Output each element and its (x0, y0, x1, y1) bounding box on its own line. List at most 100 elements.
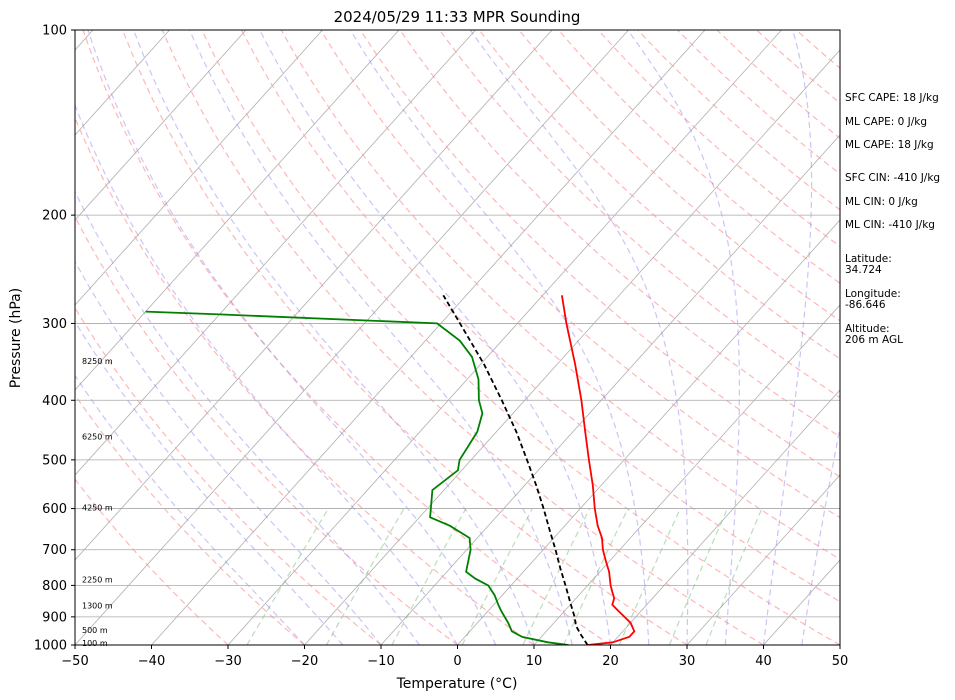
ml-cape-text: ML CAPE: 0 J/kg (845, 116, 928, 128)
isotherm-line (75, 30, 247, 221)
mixing-ratio-line (325, 508, 405, 645)
isotherm-line (75, 30, 323, 306)
moist-adiabat-line (75, 260, 382, 645)
sounding-profiles (145, 294, 636, 645)
isotherm-line (380, 134, 840, 645)
y-tick-label: 1000 (34, 639, 67, 654)
dry-adiabat-line (201, 30, 840, 645)
y-tick-label: 700 (42, 543, 67, 558)
y-tick-label: 300 (42, 317, 67, 332)
isotherm-line (75, 30, 170, 136)
ml-cin-text: ML CIN: 0 J/kg (845, 196, 918, 208)
isotherm-line (457, 219, 840, 645)
dry-adiabat-line (75, 393, 305, 645)
dry-adiabat-line (75, 478, 229, 645)
y-axis-label: Pressure (hPa) (8, 288, 24, 388)
dry-adiabat-line (75, 306, 382, 645)
dry-adiabat-line (518, 30, 840, 322)
x-axis-label: Temperature (°C) (396, 676, 518, 692)
background-reference-lines (75, 30, 840, 645)
isotherm-line (75, 30, 629, 645)
height-label: 1300 m (82, 602, 113, 611)
moist-adiabat-line (801, 424, 840, 645)
longitude-value: -86.646 (845, 299, 886, 311)
dry-adiabat-line (240, 30, 840, 603)
mixing-ratio-line (461, 508, 533, 645)
dry-adiabat-line (558, 30, 840, 285)
mixing-ratio-line (246, 508, 329, 645)
altitude-label: Altitude: (845, 323, 890, 335)
moist-adiabat-line (627, 30, 740, 645)
height-label: 6250 m (82, 432, 113, 441)
height-label: 4250 m (82, 504, 113, 513)
latitude-label: Latitude: (845, 253, 892, 265)
moist-adiabat-line (762, 30, 813, 645)
isotherm-line (533, 304, 840, 645)
isotherm-line (151, 30, 706, 645)
dry-adiabat-line (75, 215, 458, 645)
dry-adiabat-line (280, 30, 840, 560)
x-tick-label: 0 (453, 654, 461, 669)
x-tick-label: 20 (602, 654, 619, 669)
y-tick-label: 500 (42, 453, 67, 468)
mixing-ratio-line (668, 508, 729, 645)
x-tick-label: −50 (61, 654, 88, 669)
chart-title: 2024/05/29 11:33 MPR Sounding (334, 8, 581, 26)
mixing-ratio-line (522, 508, 591, 645)
moist-adiabat-line (75, 103, 459, 645)
dry-adiabat-line (161, 30, 764, 645)
x-tick-label: −10 (367, 654, 394, 669)
dry-adiabat-line (320, 30, 840, 519)
isotherm-line (75, 30, 476, 476)
isotherm-line (227, 30, 782, 645)
parcel-profile-line (442, 294, 589, 645)
y-tick-label: 600 (42, 502, 67, 517)
temperature-line (561, 295, 636, 645)
altitude-value: 206 m AGL (845, 334, 903, 346)
height-labels: 8250 m 6250 m 4250 m 2250 m 1300 m 500 m 100 m (82, 357, 113, 648)
x-axis-ticks: −50 −40 −30 −20 −10 0 10 20 30 40 50 (61, 645, 848, 669)
moist-adiabat-line (349, 30, 650, 645)
dry-adiabat-line (75, 116, 535, 645)
plot-frame (74, 29, 841, 646)
y-tick-label: 100 (42, 24, 67, 39)
y-tick-label: 900 (42, 610, 67, 625)
isotherm-line (304, 49, 840, 645)
dry-adiabat-line (478, 30, 840, 360)
dry-adiabat-line (82, 30, 611, 645)
isotherm-line (75, 30, 553, 561)
x-tick-label: 10 (526, 654, 543, 669)
dewpoint-line (145, 310, 569, 645)
latitude-value: 34.724 (845, 264, 882, 276)
y-tick-label: 400 (42, 394, 67, 409)
mixing-ratio-line (618, 508, 681, 645)
mixing-ratio-line (391, 508, 467, 645)
sfc-cape-text: SFC CAPE: 18 J/kg (845, 92, 939, 104)
x-tick-label: 30 (679, 654, 696, 669)
isotherm-line (610, 389, 840, 645)
x-tick-label: 40 (755, 654, 772, 669)
moist-adiabat-line (133, 30, 535, 645)
height-label: 500 m (82, 626, 108, 635)
y-tick-label: 800 (42, 579, 67, 594)
height-label: 8250 m (82, 357, 113, 366)
moist-adiabat-line (259, 30, 612, 645)
x-tick-label: −40 (138, 654, 165, 669)
dry-adiabat-line (122, 30, 688, 645)
y-axis-ticks: 100 200 300 400 500 600 700 800 900 1000 (34, 24, 75, 654)
longitude-label: Longitude: (845, 288, 901, 300)
height-label: 100 m (82, 639, 108, 648)
x-tick-label: −20 (291, 654, 318, 669)
moist-adiabat-line (87, 30, 497, 645)
pressure-grid (75, 30, 840, 645)
x-tick-label: −30 (214, 654, 241, 669)
height-label: 2250 m (82, 576, 113, 585)
isotherm-line (686, 474, 840, 645)
moist-adiabat-line (188, 30, 573, 645)
y-tick-label: 200 (42, 209, 67, 224)
sfc-cin-text: SFC CIN: -410 J/kg (845, 172, 941, 184)
moist-adiabat-line (469, 30, 689, 645)
mixing-ratio-line (562, 508, 629, 645)
x-tick-label: 50 (832, 654, 849, 669)
